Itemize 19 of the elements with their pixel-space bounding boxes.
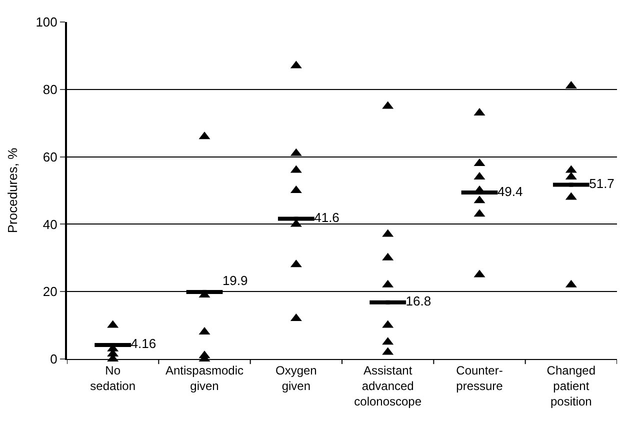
y-tick-label: 0 <box>50 352 58 367</box>
y-tick-label: 100 <box>36 14 58 30</box>
y-tick-label: 20 <box>42 284 58 300</box>
x-tick-label: No sedation <box>90 363 136 393</box>
data-label: 19.9 <box>208 273 248 288</box>
data-label: 51.7 <box>574 176 614 192</box>
x-tick-label: Antispasmodic given <box>165 363 244 393</box>
data-label: 16.8 <box>391 294 432 309</box>
y-tick-label: 60 <box>42 149 58 164</box>
x-tick-label: Assistant advanced colonoscope <box>354 363 422 409</box>
y-tick-label: 40 <box>42 216 58 232</box>
y-axis-title: Procedures, % <box>5 147 20 234</box>
x-tick-label: Changed patient position <box>546 363 596 409</box>
x-tick-label: Oxygen given <box>275 363 317 393</box>
data-label: 41.6 <box>300 210 340 226</box>
x-tick-label: Counter- pressure <box>456 363 504 393</box>
data-label: 4.16 <box>116 336 156 352</box>
y-tick-label: 80 <box>42 82 58 97</box>
data-label: 49.4 <box>483 184 523 199</box>
